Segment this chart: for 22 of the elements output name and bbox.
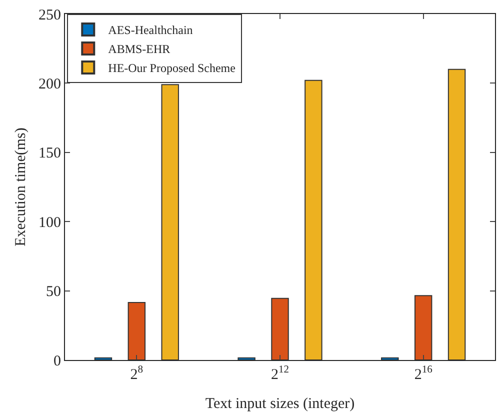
bar bbox=[271, 298, 289, 360]
x-tick-label: 2$^{8}$ bbox=[130, 364, 144, 383]
x-tick-label: 2$^{16}$ bbox=[414, 364, 432, 383]
bar bbox=[381, 357, 399, 360]
bar bbox=[94, 357, 112, 360]
legend-label: HE-Our Proposed Scheme bbox=[108, 61, 236, 76]
bar bbox=[128, 302, 146, 360]
x-tick-label: 2$^{12}$ bbox=[271, 364, 289, 383]
y-axis-title: Execution time(ms) bbox=[13, 128, 29, 246]
y-tick-label: 200 bbox=[38, 76, 61, 92]
bar bbox=[238, 357, 256, 360]
y-tick-label: 150 bbox=[38, 146, 61, 162]
legend-label: AES-Healthchain bbox=[108, 23, 193, 38]
y-tick-label: 0 bbox=[54, 353, 61, 370]
y-tick-label: 100 bbox=[38, 214, 61, 231]
bar bbox=[304, 80, 322, 360]
y-tick-label: 50 bbox=[46, 284, 61, 300]
bar bbox=[448, 68, 466, 360]
bar bbox=[414, 295, 432, 360]
legend-label: ABMS-EHR bbox=[108, 42, 170, 56]
x-axis-title: Text input sizes (integer) bbox=[205, 396, 355, 412]
y-tick-label: 250 bbox=[38, 7, 61, 24]
